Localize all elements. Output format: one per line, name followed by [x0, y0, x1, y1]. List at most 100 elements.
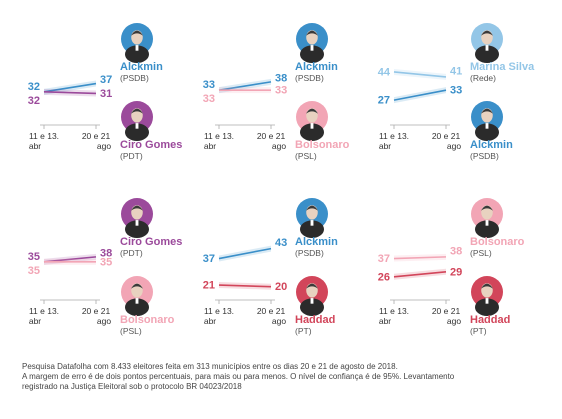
portrait-shoulders [125, 220, 149, 238]
haddad-portrait-icon [296, 276, 328, 316]
candidate-party: (PSDB) [470, 151, 499, 161]
candidate-party: (Rede) [470, 73, 496, 83]
portrait-hair [480, 108, 494, 114]
portrait-shoulders [475, 45, 499, 63]
value-label-start: 33 [203, 79, 215, 91]
x-tick-label: 20 e 21 [257, 131, 286, 141]
alckmin-portrait-icon [121, 23, 153, 63]
candidate-name: Ciro Gomes [120, 236, 182, 248]
ciro-gomes-portrait-icon [121, 101, 153, 141]
candidate-party: (PDT) [120, 151, 143, 161]
portrait-collar [310, 123, 314, 129]
portrait-shoulders [300, 123, 324, 141]
series-line [218, 284, 272, 288]
portrait-shoulders [300, 298, 324, 316]
haddad-portrait-icon [471, 276, 503, 316]
x-tick-label: 20 e 21 [82, 131, 111, 141]
marina-silva-portrait-icon [471, 23, 503, 63]
bolsonaro-portrait-icon [121, 276, 153, 316]
x-tick-label: ago [272, 316, 286, 326]
value-label-end: 29 [450, 266, 462, 278]
x-tick-label: abr [29, 316, 41, 326]
x-tick-label: abr [204, 316, 216, 326]
candidate-name: Ciro Gomes [120, 139, 182, 151]
value-label-end: 38 [450, 245, 462, 257]
bolsonaro-portrait-icon [471, 198, 503, 238]
x-tick-label: abr [379, 141, 391, 151]
candidate-party: (PSDB) [295, 73, 324, 83]
bolsonaro-portrait-icon [296, 101, 328, 141]
candidate-party: (PSDB) [120, 73, 149, 83]
value-label-start: 26 [378, 271, 390, 283]
portrait-shoulders [125, 45, 149, 63]
value-label-start: 37 [203, 253, 215, 265]
value-label-end: 20 [275, 281, 287, 293]
value-label-end: 31 [100, 88, 112, 100]
alckmin-portrait-icon [296, 198, 328, 238]
alckmin-portrait-icon [471, 101, 503, 141]
candidate-name: Haddad [470, 314, 510, 326]
value-label-end: 38 [275, 72, 287, 84]
portrait-collar [485, 220, 489, 226]
value-label-end: 43 [275, 237, 287, 249]
x-tick-label: 11 e 13. [379, 131, 409, 141]
value-label-start: 44 [378, 66, 391, 78]
value-label-start: 32 [28, 95, 40, 107]
portrait-shoulders [125, 123, 149, 141]
portrait-shoulders [300, 220, 324, 238]
candidate-name: Haddad [295, 314, 335, 326]
candidate-name: Marina Silva [470, 61, 535, 73]
portrait-hair [130, 205, 144, 211]
x-tick-label: 11 e 13. [29, 306, 59, 316]
value-label-start: 21 [203, 280, 215, 292]
portrait-collar [310, 220, 314, 226]
value-label-start: 37 [378, 253, 390, 265]
candidate-party: (PSL) [470, 248, 492, 258]
series-line [43, 256, 97, 263]
value-label-start: 32 [28, 81, 40, 93]
footnote-line-1: Pesquisa Datafolha com 8.433 eleitores f… [22, 362, 398, 371]
series-line [393, 71, 447, 78]
candidate-name: Alckmin [295, 236, 338, 248]
x-tick-label: 11 e 13. [204, 131, 234, 141]
portrait-hair [480, 205, 494, 211]
portrait-shoulders [300, 45, 324, 63]
value-label-start: 35 [28, 265, 40, 277]
series-line [43, 82, 97, 93]
candidate-name: Bolsonaro [120, 314, 175, 326]
portrait-shoulders [475, 123, 499, 141]
x-tick-label: ago [97, 316, 111, 326]
portrait-shoulders [475, 220, 499, 238]
series-line [393, 271, 447, 278]
x-tick-label: 20 e 21 [82, 306, 111, 316]
portrait-collar [485, 45, 489, 51]
footnote: Pesquisa Datafolha com 8.433 eleitores f… [22, 362, 552, 392]
portrait-hair [130, 30, 144, 36]
x-tick-label: 20 e 21 [432, 131, 461, 141]
candidate-party: (PDT) [120, 248, 143, 258]
portrait-collar [135, 220, 139, 226]
value-label-start: 27 [378, 95, 390, 107]
x-tick-label: ago [97, 141, 111, 151]
value-label-end: 35 [100, 256, 112, 268]
value-label-start: 35 [28, 251, 40, 263]
portrait-hair [130, 283, 144, 289]
x-tick-label: abr [204, 141, 216, 151]
x-tick-label: abr [29, 141, 41, 151]
footnote-line-3: registrado na Justiça Eleitoral sob o pr… [22, 382, 242, 391]
portrait-collar [485, 123, 489, 129]
candidate-party: (PT) [470, 326, 487, 336]
series-line [43, 91, 97, 95]
x-tick-label: 20 e 21 [432, 306, 461, 316]
value-label-end: 37 [100, 74, 112, 86]
portrait-shoulders [475, 298, 499, 316]
value-label-end: 33 [450, 85, 462, 97]
portrait-hair [305, 108, 319, 114]
x-tick-label: abr [379, 316, 391, 326]
ciro-gomes-portrait-icon [121, 198, 153, 238]
